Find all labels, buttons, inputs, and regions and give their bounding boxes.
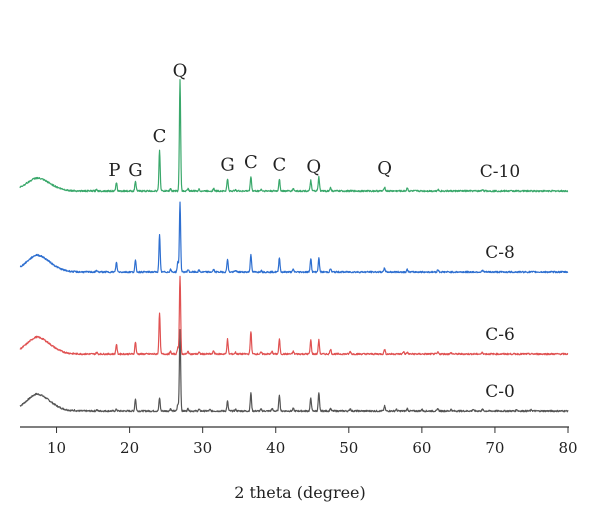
series-label-c-8: C-8 (485, 243, 515, 263)
x-tick-label: 40 (266, 439, 285, 457)
x-tick-label: 10 (47, 439, 66, 457)
series-label-c-6: C-6 (485, 325, 515, 345)
peak-annotation-q: Q (173, 60, 188, 81)
series-line-c-0 (19, 329, 569, 413)
peak-annotation-g: G (220, 155, 234, 176)
x-tick-layer: 10 20 30 40 50 60 70 80 (47, 427, 578, 457)
peak-annotation-p: P (108, 160, 120, 181)
series-label-c-0: C-0 (485, 382, 515, 402)
x-tick-label: 80 (558, 439, 577, 457)
series-line-c-10 (19, 79, 569, 193)
peak-annotation-g: G (128, 160, 142, 181)
x-axis-title: 2 theta (degree) (234, 483, 366, 502)
peak-annotation-q: Q (306, 156, 321, 177)
series-layer (19, 79, 569, 413)
peak-annotation-c: C (244, 152, 258, 173)
series-line-c-8 (19, 201, 569, 274)
peak-annotation-q: Q (377, 158, 392, 179)
peak-annotation-c: C (272, 155, 286, 176)
x-tick-label: 60 (412, 439, 431, 457)
x-tick-label: 20 (120, 439, 139, 457)
peak-annotation-c: C (153, 126, 167, 147)
x-tick-label: 50 (339, 439, 358, 457)
series-label-c-10: C-10 (480, 162, 520, 182)
series-line-c-6 (19, 275, 569, 356)
series-label-layer: C-0 C-6 C-8 C-10 (480, 162, 520, 402)
x-tick-label: 70 (485, 439, 504, 457)
x-tick-label: 30 (193, 439, 212, 457)
